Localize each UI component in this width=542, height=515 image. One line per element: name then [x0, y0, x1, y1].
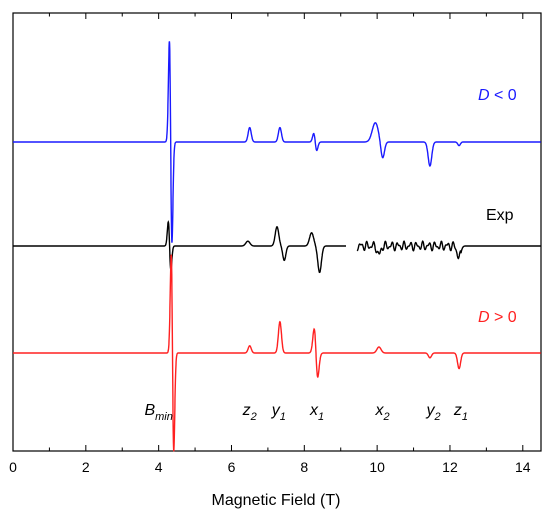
peak-label: z1 [453, 402, 468, 423]
series-line [13, 41, 541, 243]
peak-label: x1 [309, 402, 324, 423]
peak-label: z2 [242, 402, 257, 423]
series-labels: D < 0 Exp D > 0 [478, 87, 517, 326]
x-tick-label: 0 [9, 459, 17, 475]
peak-label: x2 [375, 402, 390, 423]
x-tick-label: 8 [300, 459, 308, 475]
peak-label: y1 [271, 402, 286, 423]
x-tick-label: 4 [155, 459, 163, 475]
x-tick-label: 6 [228, 459, 236, 475]
x-tick-label: 14 [515, 459, 531, 475]
peak-label: y2 [426, 402, 441, 423]
x-axis-title: Magnetic Field (T) [212, 492, 341, 509]
plot-border [12, 12, 542, 452]
peak-annotations: Bmin z2 y1 x1 x2 y2 z1 [144, 402, 468, 423]
x-tick-label: 2 [82, 459, 90, 475]
series-line [13, 254, 541, 452]
x-tick-label: 10 [369, 459, 385, 475]
series-line [13, 220, 541, 274]
plot-frame [12, 12, 542, 452]
series-name-label: Exp [486, 207, 514, 224]
peak-label: Bmin [144, 402, 172, 423]
series-name-label: D < 0 [478, 87, 517, 104]
axis-ticks: 0 2 4 6 8 10 12 14 [9, 13, 531, 475]
series-layer [13, 41, 541, 452]
series-name-label: D > 0 [478, 309, 517, 326]
x-tick-label: 12 [442, 459, 458, 475]
